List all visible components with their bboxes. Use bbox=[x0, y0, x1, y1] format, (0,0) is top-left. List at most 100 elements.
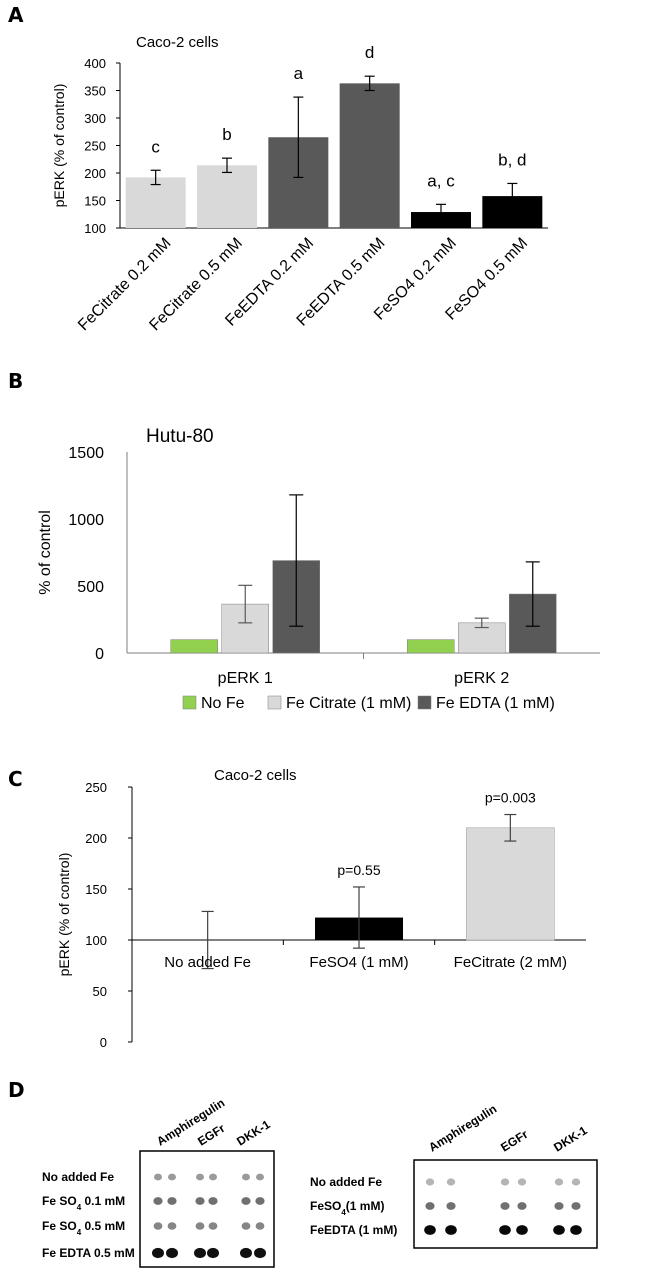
panel-letter-c: C bbox=[8, 767, 23, 791]
left-blot-spot bbox=[208, 1222, 218, 1230]
chart-c-bar bbox=[466, 827, 555, 941]
chart-a-title: Caco-2 cells bbox=[136, 34, 219, 51]
left-blot-row-label: Fe SO4 0.1 mM bbox=[42, 1194, 125, 1212]
chart-a-ytick-label: 100 bbox=[84, 221, 106, 236]
right-blot-spot bbox=[571, 1202, 581, 1210]
right-blot-spot bbox=[517, 1202, 527, 1210]
right-blot-spot bbox=[553, 1225, 565, 1235]
left-blot-spot bbox=[242, 1173, 250, 1181]
chart-c-ylabel: pERK (% of control) bbox=[56, 853, 72, 977]
chart-a-annotation: b bbox=[222, 125, 231, 144]
panel-letter-a: A bbox=[8, 3, 24, 27]
right-blot-spot bbox=[425, 1178, 435, 1186]
chart-b-xtick-label: pERK 2 bbox=[454, 670, 509, 687]
left-blot-spot bbox=[208, 1197, 218, 1205]
chart-b-title: Hutu-80 bbox=[146, 426, 214, 447]
left-blot-row-label: Fe EDTA 0.5 mM bbox=[42, 1246, 135, 1260]
chart-c-ytick-label: 0 bbox=[100, 1035, 107, 1050]
chart-b: Hutu-80 0 500 1000 1500 % of control pERK 1 pER… bbox=[37, 426, 600, 712]
chart-c-xtick-label: No added Fe bbox=[164, 954, 251, 971]
chart-b-legend-swatch bbox=[417, 695, 432, 710]
right-blot-spot bbox=[425, 1202, 435, 1210]
chart-b-bar bbox=[407, 639, 455, 654]
left-blot-spot bbox=[207, 1247, 219, 1259]
chart-b-ytick-label: 0 bbox=[95, 646, 104, 663]
left-blot-frame bbox=[139, 1150, 275, 1268]
left-blot-row-label: Fe SO4 0.5 mM bbox=[42, 1219, 125, 1237]
chart-a-bar bbox=[125, 177, 186, 228]
right-blot-spot bbox=[445, 1225, 457, 1235]
right-blot-spot bbox=[446, 1178, 456, 1186]
right-blot-spot bbox=[570, 1225, 582, 1235]
chart-b-ytick-label: 500 bbox=[77, 579, 104, 596]
left-blot-column-label: Amphiregulin bbox=[154, 1096, 227, 1149]
right-blot-spot bbox=[554, 1202, 564, 1210]
right-blot-column-label: EGFr bbox=[498, 1127, 531, 1155]
right-blot-spot bbox=[517, 1178, 527, 1186]
right-blot-spot bbox=[446, 1202, 456, 1210]
left-blot-spot bbox=[255, 1222, 265, 1230]
right-blot-spot bbox=[516, 1225, 528, 1235]
chart-b-ylabel: % of control bbox=[37, 510, 54, 594]
chart-a-annotation: a bbox=[294, 64, 304, 83]
chart-b-legend-label: Fe Citrate (1 mM) bbox=[286, 695, 411, 712]
right-blot-spot bbox=[554, 1178, 564, 1186]
chart-a-bar bbox=[197, 165, 257, 228]
chart-c: Caco-2 cells 0 50 100 150 200 250 pERK (% of co… bbox=[56, 767, 586, 1050]
chart-b-legend-swatch bbox=[267, 695, 282, 710]
chart-c-ytick-label: 50 bbox=[93, 984, 107, 999]
chart-b-legend-label: No Fe bbox=[201, 695, 245, 712]
chart-c-title: Caco-2 cells bbox=[214, 767, 297, 784]
chart-c-xtick-label: FeCitrate (2 mM) bbox=[454, 954, 567, 971]
left-blot-spot bbox=[154, 1173, 162, 1181]
chart-a-annotation: d bbox=[365, 43, 374, 62]
panel-letter-d: D bbox=[8, 1078, 25, 1102]
right-blot-row-label: No added Fe bbox=[310, 1175, 382, 1189]
chart-a-annotation: c bbox=[151, 137, 160, 156]
chart-b-legend-label: Fe EDTA (1 mM) bbox=[436, 695, 555, 712]
left-blot-spot bbox=[167, 1197, 177, 1205]
right-blot-spot bbox=[499, 1225, 511, 1235]
chart-a-annotation: a, c bbox=[427, 171, 455, 190]
right-blot-spot bbox=[571, 1178, 581, 1186]
left-blot-spot bbox=[209, 1173, 217, 1181]
chart-c-ytick-label: 200 bbox=[85, 831, 107, 846]
chart-a-ytick-label: 350 bbox=[84, 84, 106, 99]
left-blot-row-label: No added Fe bbox=[42, 1170, 114, 1184]
chart-a-ytick-label: 300 bbox=[84, 111, 106, 126]
chart-a-bar bbox=[339, 83, 400, 228]
left-blot-spot bbox=[152, 1247, 164, 1259]
chart-c-ytick-label: 100 bbox=[85, 933, 107, 948]
chart-c-ytick-label: 150 bbox=[85, 882, 107, 897]
chart-a: Caco-2 cells 100 150 200 250 300 350 400 pERK (%… bbox=[51, 34, 548, 334]
left-blot-column-label: EGFr bbox=[195, 1121, 228, 1149]
chart-b-xtick-label: pERK 1 bbox=[218, 670, 273, 687]
left-blot-spot bbox=[240, 1247, 252, 1259]
chart-a-annotation: b, d bbox=[498, 150, 526, 169]
chart-a-ytick-label: 200 bbox=[84, 166, 106, 181]
panel-letter-b: B bbox=[8, 369, 23, 393]
right-blot-row-label: FeEDTA (1 mM) bbox=[310, 1223, 397, 1237]
left-blot-spot bbox=[196, 1173, 204, 1181]
chart-c-xtick-label: FeSO4 (1 mM) bbox=[309, 954, 408, 971]
chart-c-annotation: p=0.003 bbox=[485, 790, 536, 806]
chart-a-ytick-label: 400 bbox=[84, 56, 106, 71]
chart-a-ytick-label: 250 bbox=[84, 139, 106, 154]
left-blot-spot bbox=[254, 1247, 266, 1259]
chart-b-ytick-label: 1000 bbox=[68, 512, 104, 529]
chart-a-ylabel: pERK (% of control) bbox=[51, 84, 67, 208]
right-blot-column-label: Amphiregulin bbox=[426, 1102, 499, 1155]
chart-b-bar bbox=[170, 639, 218, 654]
left-blot-spot bbox=[241, 1197, 251, 1205]
chart-a-ytick-label: 150 bbox=[84, 194, 106, 209]
left-blot-spot bbox=[195, 1197, 205, 1205]
chart-c-annotation: p=0.55 bbox=[337, 862, 380, 878]
right-blot-row-label: FeSO4(1 mM) bbox=[310, 1199, 384, 1217]
right-blot-spot bbox=[424, 1225, 436, 1235]
right-blot-spot bbox=[500, 1202, 510, 1210]
chart-b-ytick-label: 1500 bbox=[68, 445, 104, 462]
right-blot-column-label: DKK-1 bbox=[551, 1123, 590, 1154]
left-blot-spot bbox=[153, 1197, 163, 1205]
